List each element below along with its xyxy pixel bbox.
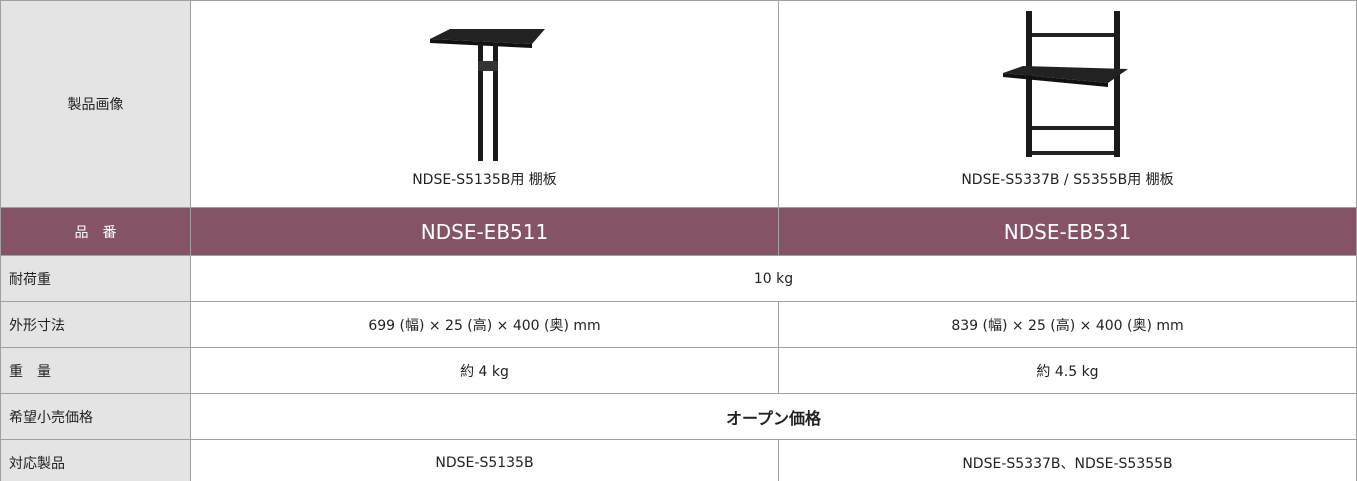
row-label: 耐荷重 xyxy=(0,255,191,302)
cell-text: NDSE-S5337B / S5355B用 棚板 xyxy=(961,172,1174,188)
row: 品 番 NDSE-EB511 NDSE-EB531 xyxy=(0,207,1357,256)
row-label: 希望小売価格 xyxy=(0,393,191,440)
product-image xyxy=(429,29,545,161)
row-label: 外形寸法 xyxy=(0,301,191,348)
cell-text: NDSE-S5135B用 棚板 xyxy=(412,172,557,188)
cell: 699 (幅) × 25 (高) × 400 (奥) mm xyxy=(190,301,779,348)
cell: NDSE-S5337B、NDSE-S5355B xyxy=(778,439,1357,481)
row: 耐荷重 10 kg xyxy=(0,255,1357,302)
cell: NDSE-S5135B用 棚板 xyxy=(190,0,779,208)
cell: オープン価格 xyxy=(190,393,1357,440)
cell: NDSE-S5337B / S5355B用 棚板 xyxy=(778,0,1357,208)
row: 希望小売価格 オープン価格 xyxy=(0,393,1357,440)
cell: 10 kg xyxy=(190,255,1357,302)
cell: 約 4.5 kg xyxy=(778,347,1357,394)
row: 外形寸法 699 (幅) × 25 (高) × 400 (奥) mm 839 (… xyxy=(0,301,1357,348)
row-label: 重 量 xyxy=(0,347,191,394)
cell: 839 (幅) × 25 (高) × 400 (奥) mm xyxy=(778,301,1357,348)
cell: 約 4 kg xyxy=(190,347,779,394)
row: 対応製品 NDSE-S5135B NDSE-S5337B、NDSE-S5355B xyxy=(0,439,1357,481)
row-label: 製品画像 xyxy=(0,0,191,208)
row-label: 対応製品 xyxy=(0,439,191,481)
cell: NDSE-EB531 xyxy=(778,207,1357,256)
row-label: 品 番 xyxy=(0,207,191,256)
row: 製品画像 NDSE-S5135B用 棚板 NDSE-S5337B / S5355… xyxy=(0,0,1357,208)
row: 重 量 約 4 kg 約 4.5 kg xyxy=(0,347,1357,394)
cell: NDSE-EB511 xyxy=(190,207,779,256)
cell: NDSE-S5135B xyxy=(190,439,779,481)
product-image xyxy=(1002,11,1128,157)
